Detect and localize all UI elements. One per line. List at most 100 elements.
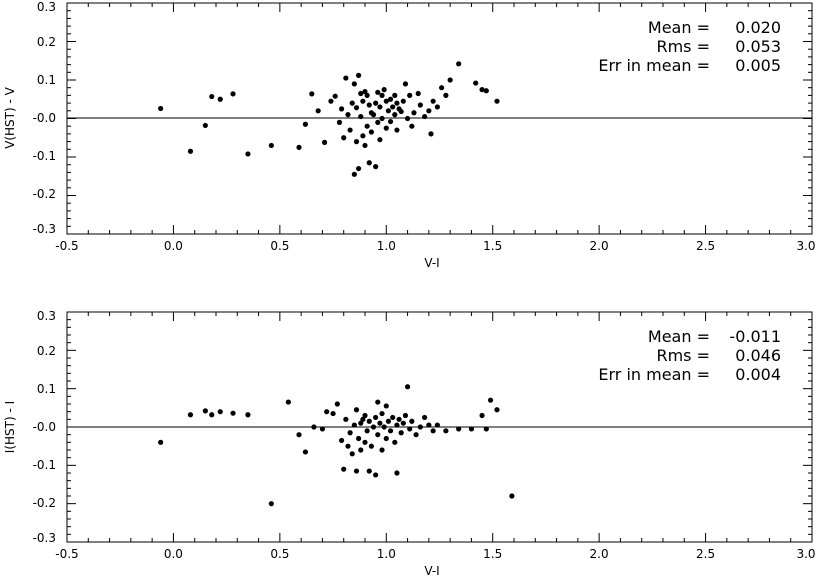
data-point <box>336 119 343 125</box>
data-point <box>202 408 208 414</box>
tick-marks <box>66 311 813 543</box>
data-point <box>394 100 400 106</box>
data-point <box>422 414 428 421</box>
data-point <box>385 108 392 114</box>
y-axis-label: V(HST) - V <box>3 86 17 149</box>
data-point <box>360 133 366 139</box>
y-tick-label: 0.1 <box>37 73 56 87</box>
data-point <box>383 435 389 442</box>
x-axis-label: V-I <box>424 256 439 270</box>
data-point <box>407 426 413 432</box>
data-point <box>375 119 381 125</box>
x-tick-label: -0.5 <box>55 239 78 253</box>
x-tick-label: 1.5 <box>483 239 502 253</box>
data-point <box>385 418 392 424</box>
data-point <box>407 92 413 98</box>
data-point <box>362 439 368 445</box>
data-point <box>379 447 385 453</box>
data-point <box>158 105 164 112</box>
x-tick-label: 2.0 <box>590 239 609 253</box>
data-point <box>345 112 351 118</box>
data-point <box>439 85 445 91</box>
x-tick-label: 0.0 <box>164 547 183 561</box>
data-point <box>358 420 364 426</box>
data-point <box>426 108 432 114</box>
data-point <box>443 428 449 434</box>
data-point <box>296 432 302 438</box>
data-point <box>373 164 379 170</box>
data-point <box>373 472 379 478</box>
data-point <box>349 451 355 457</box>
stat-value-err: 0.005 <box>735 56 781 75</box>
stat-label-mean: Mean = <box>648 18 710 37</box>
y-tick-label: -0.0 <box>33 111 56 125</box>
data-point <box>383 98 389 104</box>
tick-marks <box>66 2 813 235</box>
data-point <box>158 439 164 445</box>
data-point <box>381 424 387 430</box>
data-point <box>366 418 372 424</box>
y-tick-label: 0.3 <box>37 309 56 323</box>
data-point <box>468 426 475 432</box>
data-point <box>456 426 462 432</box>
data-point <box>443 92 449 98</box>
data-point <box>330 410 336 417</box>
data-point <box>187 412 194 418</box>
data-point <box>356 435 362 442</box>
x-tick-label: 1.5 <box>483 547 502 561</box>
stat-value-mean: 0.020 <box>735 18 781 37</box>
data-point <box>366 102 372 108</box>
x-tick-label: 0.5 <box>270 547 289 561</box>
data-point <box>324 409 330 415</box>
x-tick-label: 0.5 <box>270 239 289 253</box>
data-point <box>358 90 364 97</box>
x-tick-label: 3.0 <box>796 239 815 253</box>
x-axis-label: V-I <box>424 564 439 578</box>
data-point <box>319 426 326 432</box>
stat-label-err: Err in mean = <box>598 365 710 384</box>
data-point <box>392 112 398 118</box>
data-point <box>364 92 370 98</box>
data-point <box>428 131 434 137</box>
data-point <box>315 108 321 114</box>
data-point <box>383 403 389 409</box>
data-point <box>379 92 385 98</box>
data-point <box>334 401 340 407</box>
data-point <box>368 129 374 135</box>
y-tick-label: -0.1 <box>33 458 56 472</box>
data-point <box>479 87 485 93</box>
data-point <box>230 410 236 416</box>
data-point <box>494 407 500 413</box>
x-tick-label: 2.5 <box>696 547 715 561</box>
y-axis-label: I(HST) - I <box>3 401 17 453</box>
data-point <box>404 115 411 122</box>
data-point <box>417 424 423 430</box>
data-point <box>347 430 353 436</box>
data-point <box>321 139 328 145</box>
data-point <box>411 110 417 116</box>
data-point <box>373 100 379 106</box>
data-point <box>349 100 355 106</box>
data-point <box>379 115 385 122</box>
data-point <box>370 424 377 430</box>
data-point <box>364 123 370 129</box>
data-point <box>332 93 338 99</box>
data-point <box>338 106 345 112</box>
data-point <box>362 142 368 149</box>
data-point <box>202 122 208 129</box>
data-point <box>309 91 315 97</box>
stat-label-mean: Mean = <box>648 327 710 346</box>
data-point <box>509 493 515 499</box>
data-point <box>209 93 215 100</box>
data-point <box>217 96 223 102</box>
data-points <box>158 384 515 507</box>
data-point <box>479 412 485 419</box>
data-point <box>368 443 374 449</box>
data-point <box>487 397 494 403</box>
data-point <box>375 89 381 95</box>
data-point <box>434 104 440 110</box>
data-point <box>245 412 251 418</box>
data-point <box>447 77 453 83</box>
data-point <box>353 105 360 111</box>
data-point <box>302 121 308 127</box>
